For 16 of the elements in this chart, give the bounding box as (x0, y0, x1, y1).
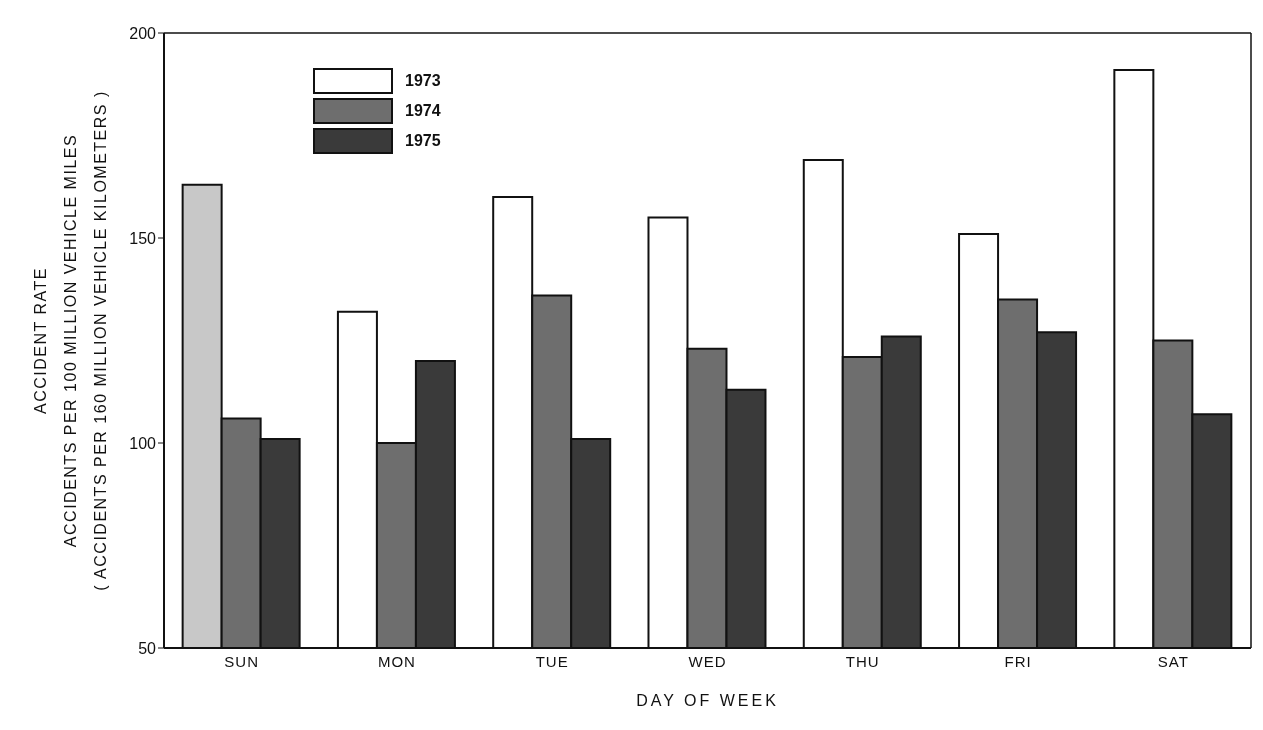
y-tick-label: 100 (129, 434, 157, 452)
y-axis-title: ACCIDENT RATE ACCIDENTS PER 100 MILLION VEHICLE MILES ( ACCIDENTS PER 160 MILLION VEHICLE KILOMETERS ) (32, 90, 109, 591)
legend-label: 1973 (405, 72, 441, 90)
legend-label: 1974 (405, 102, 441, 120)
x-tick-label: THU (845, 652, 880, 670)
legend-label: 1975 (405, 132, 441, 150)
x-tick-label: SUN (224, 652, 259, 670)
y-tick-label: 200 (129, 24, 157, 42)
x-tick-label: SAT (1157, 652, 1189, 670)
y-tick-label: 150 (129, 229, 157, 247)
x-tick-label: WED (688, 652, 727, 670)
x-axis-title: DAY OF WEEK (636, 692, 779, 709)
x-tick-label: FRI (1004, 652, 1032, 670)
y-tick-label: 50 (138, 639, 157, 657)
x-tick-label: TUE (535, 652, 569, 670)
x-tick-label: MON (377, 652, 416, 670)
